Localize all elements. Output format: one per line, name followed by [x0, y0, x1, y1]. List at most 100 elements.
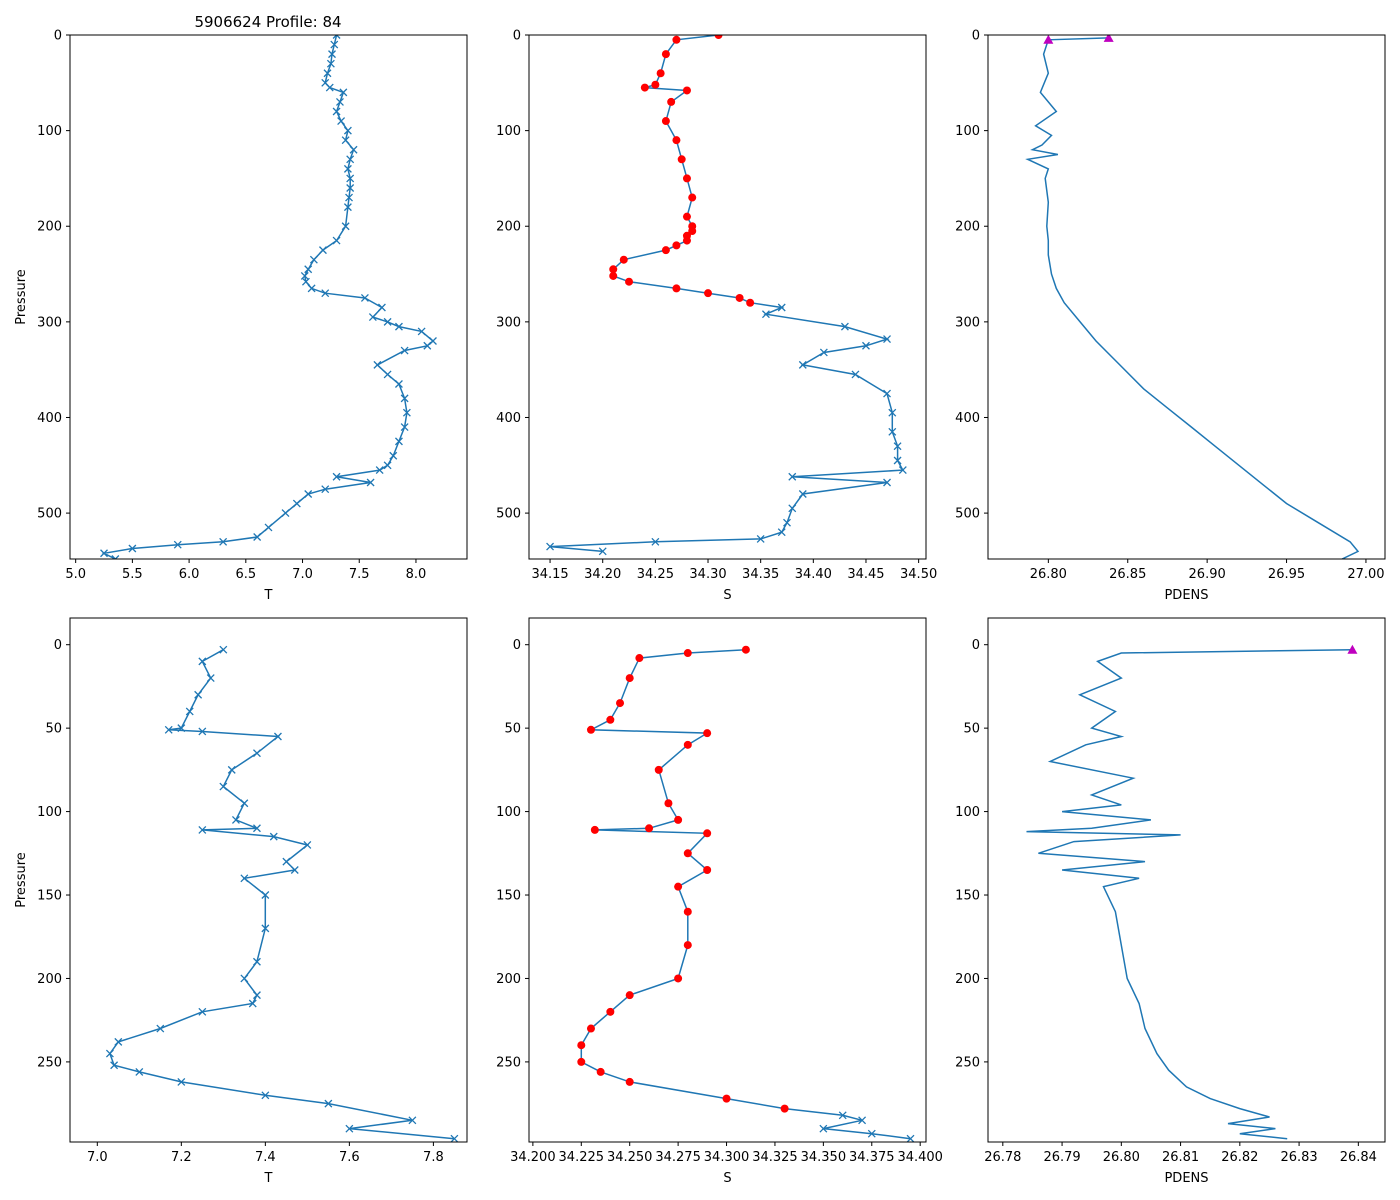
- point-marker: [128, 544, 137, 553]
- point-marker: [798, 490, 807, 498]
- y-tick-label: 500: [496, 507, 521, 522]
- point-marker: [417, 327, 426, 336]
- axes-frame: [987, 617, 1386, 1143]
- point-marker: [674, 882, 683, 891]
- y-axis-label: Pressure: [14, 269, 29, 325]
- y-tick-label: 100: [496, 805, 521, 820]
- point-marker: [777, 528, 786, 537]
- x-tick-label: 7.8: [423, 1150, 444, 1165]
- x-axis-label: T: [264, 588, 273, 603]
- x-tick-label: 34.250: [607, 1150, 653, 1165]
- y-tick-label: 400: [496, 411, 521, 426]
- point-marker: [606, 1007, 615, 1016]
- y-tick-label: 0: [513, 638, 521, 653]
- point-marker: [1043, 35, 1054, 44]
- point-marker: [252, 991, 261, 1000]
- point-marker: [111, 555, 120, 559]
- point-marker: [741, 645, 750, 654]
- plot-area: [1026, 644, 1358, 1140]
- point-marker: [640, 83, 649, 92]
- point-marker: [661, 50, 670, 59]
- y-tick-label: 100: [496, 124, 521, 139]
- x-tick-label: 26.95: [1268, 567, 1305, 582]
- y-tick-label: 150: [496, 889, 521, 904]
- point-marker: [227, 765, 236, 774]
- y-tick-label: 200: [496, 972, 521, 987]
- point-marker: [345, 193, 353, 202]
- point-marker: [156, 1024, 165, 1033]
- x-tick-label: 7.6: [339, 1150, 360, 1165]
- point-marker: [625, 991, 634, 1000]
- y-tick-label: 100: [37, 805, 62, 820]
- point-marker: [798, 360, 807, 369]
- x-tick-label: 34.30: [689, 567, 726, 582]
- point-marker: [703, 729, 712, 738]
- point-marker: [888, 408, 897, 417]
- y-tick-label: 250: [955, 1055, 980, 1070]
- point-marker: [264, 523, 273, 532]
- point-marker: [722, 1094, 731, 1103]
- x-tick-label: 34.275: [655, 1150, 701, 1165]
- point-marker: [616, 699, 625, 708]
- point-marker: [328, 50, 336, 59]
- point-marker: [325, 83, 334, 92]
- y-tick-label: 0: [972, 638, 980, 653]
- point-marker: [261, 924, 270, 933]
- point-marker: [219, 537, 228, 546]
- point-marker: [339, 88, 348, 97]
- point-marker: [360, 293, 369, 302]
- point-marker: [586, 725, 595, 734]
- point-marker: [777, 303, 786, 312]
- point-marker: [105, 1049, 114, 1058]
- point-marker: [324, 1099, 333, 1108]
- point-marker: [341, 136, 350, 145]
- point-marker: [198, 727, 207, 736]
- point-marker: [177, 724, 186, 733]
- series-line-bot_PDENS: [1026, 648, 1353, 1140]
- point-marker: [373, 360, 382, 369]
- point-marker: [164, 725, 173, 734]
- point-marker: [303, 840, 312, 849]
- point-marker: [198, 1007, 207, 1016]
- point-marker: [858, 1116, 867, 1125]
- point-marker: [645, 824, 654, 833]
- x-tick-label: 7.0: [87, 1150, 108, 1165]
- point-marker: [735, 293, 744, 302]
- point-marker: [346, 184, 355, 192]
- axes-frame: [987, 34, 1386, 560]
- point-marker: [577, 1041, 586, 1050]
- x-tick-label: 7.2: [171, 1150, 192, 1165]
- y-tick-label: 150: [37, 889, 62, 904]
- x-tick-label: 7.5: [349, 567, 370, 582]
- point-marker: [703, 865, 712, 874]
- point-marker: [269, 832, 278, 841]
- point-marker: [261, 1091, 270, 1100]
- point-marker: [906, 1134, 915, 1142]
- point-marker: [394, 437, 403, 446]
- point-marker: [682, 212, 691, 221]
- point-marker: [282, 857, 291, 866]
- point-marker: [408, 1116, 417, 1125]
- y-tick-label: 250: [37, 1055, 62, 1070]
- point-marker: [366, 478, 375, 487]
- x-tick-label: 26.84: [1340, 1150, 1377, 1165]
- x-tick-label: 5.0: [65, 567, 86, 582]
- point-marker: [625, 1077, 634, 1086]
- point-marker: [332, 472, 341, 481]
- point-marker: [240, 874, 249, 883]
- x-tick-label: 7.4: [255, 1150, 276, 1165]
- y-tick-label: 0: [972, 29, 980, 44]
- point-marker: [394, 380, 403, 388]
- y-tick-label: 0: [54, 638, 62, 653]
- point-marker: [883, 389, 891, 398]
- plot-area: [577, 645, 915, 1142]
- point-marker: [682, 174, 691, 183]
- point-marker: [135, 1067, 144, 1076]
- point-marker: [321, 289, 330, 298]
- x-tick-label: 26.83: [1280, 1150, 1317, 1165]
- point-marker: [375, 466, 384, 475]
- point-marker: [688, 227, 697, 236]
- axes-frame: [528, 617, 927, 1143]
- point-marker: [198, 825, 207, 834]
- point-marker: [400, 346, 409, 355]
